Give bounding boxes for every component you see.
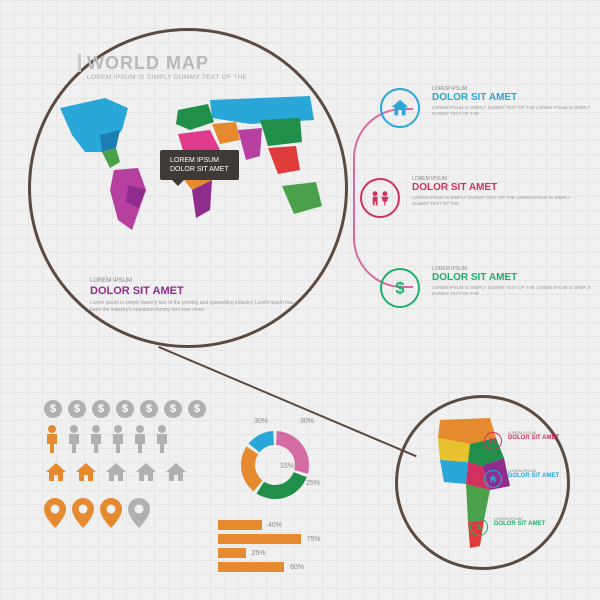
bar-value: 75% xyxy=(307,536,321,543)
svg-text:$: $ xyxy=(477,523,482,532)
house-icon xyxy=(164,460,188,484)
mini-callout-people: LOREM IPSUM DOLOR SIT AMET xyxy=(508,430,559,441)
pin-icon xyxy=(128,498,150,528)
mini-callout-dollar: $ LOREM IPSUM DOLOR SIT AMET xyxy=(494,516,545,527)
bar-value: 40% xyxy=(268,522,282,529)
dollar-icon: $ xyxy=(164,400,182,418)
donut-label: 15% xyxy=(280,463,294,470)
donut-label: 30% xyxy=(254,418,268,425)
house-icon xyxy=(104,460,128,484)
bar xyxy=(218,562,284,572)
person-icon xyxy=(66,425,82,453)
mini-head: DOLOR SIT AMET xyxy=(508,435,559,441)
house-icon xyxy=(134,460,158,484)
bar-row: 40% xyxy=(218,520,368,530)
page-title: WORLD MAP xyxy=(78,54,247,72)
dollar-icon: $ xyxy=(92,400,110,418)
dollar-icon: $ xyxy=(380,268,420,308)
feature-head: DOLOR SIT AMET xyxy=(412,182,577,193)
bar xyxy=(218,534,301,544)
pin-icon xyxy=(44,498,66,528)
dollar-icon: $ xyxy=(470,518,488,536)
dollar-icon: $ xyxy=(44,400,62,418)
bar-row: 60% xyxy=(218,562,368,572)
person-icon xyxy=(44,425,60,453)
pin-icon xyxy=(72,498,94,528)
house-icon xyxy=(380,88,420,128)
tooltip-line1: LOREM IPSUM xyxy=(170,156,229,165)
person-icon xyxy=(132,425,148,453)
tooltip-line2: DOLOR SIT AMET xyxy=(170,165,229,174)
house-icon xyxy=(74,460,98,484)
svg-text:$: $ xyxy=(395,280,404,298)
mini-head: DOLOR SIT AMET xyxy=(494,521,545,527)
bar-row: 75% xyxy=(218,534,368,544)
people-icon xyxy=(484,432,502,450)
feature-body: LOREM IPSUM IS SIMPLY DUMMY TEXT OF THE … xyxy=(432,105,597,117)
house-icon xyxy=(44,460,68,484)
bar-value: 60% xyxy=(290,564,304,571)
map-tooltip: LOREM IPSUM DOLOR SIT AMET xyxy=(160,150,239,180)
house-row xyxy=(44,460,188,484)
dollar-icon: $ xyxy=(68,400,86,418)
feature-head: DOLOR SIT AMET xyxy=(432,272,597,283)
bar-chart: 40% 75% 25% 60% xyxy=(218,520,368,576)
coin-row: $ $ $ $ $ $ $ xyxy=(44,400,206,418)
caption-head: DOLOR SIT AMET xyxy=(90,285,300,297)
donut-label: 25% xyxy=(306,480,320,487)
people-row xyxy=(44,425,170,453)
mini-head: DOLOR SIT AMET xyxy=(508,473,559,479)
feature-body: LOREM IPSUM IS SIMPLY DUMMY TEXT OF THE … xyxy=(412,195,577,207)
person-icon xyxy=(154,425,170,453)
bar-value: 25% xyxy=(252,550,266,557)
map-caption: LOREM IPSUM DOLOR SIT AMET Lorem ipsum i… xyxy=(90,278,300,314)
bar xyxy=(218,548,246,558)
donut-label: 30% xyxy=(300,418,314,425)
page-subtitle: LOREM IPSUM IS SIMPLY DUMMY TEXT OF THE xyxy=(78,74,247,81)
dollar-icon: $ xyxy=(188,400,206,418)
pin-row xyxy=(44,498,150,528)
house-icon xyxy=(484,470,502,488)
people-icon xyxy=(360,178,400,218)
title-block: WORLD MAP LOREM IPSUM IS SIMPLY DUMMY TE… xyxy=(78,54,247,81)
dollar-icon: $ xyxy=(140,400,158,418)
feature-head: DOLOR SIT AMET xyxy=(432,92,597,103)
feature-body: LOREM IPSUM IS SIMPLY DUMMY TEXT OF THE … xyxy=(432,285,597,297)
mini-callout-house: LOREM IPSUM DOLOR SIT AMET xyxy=(508,468,559,479)
donut-chart xyxy=(230,420,320,510)
bar-row: 25% xyxy=(218,548,368,558)
caption-body: Lorem ipsum is simply dummy text of the … xyxy=(90,300,300,314)
caption-pre: LOREM IPSUM xyxy=(90,278,300,284)
person-icon xyxy=(110,425,126,453)
bar xyxy=(218,520,262,530)
person-icon xyxy=(88,425,104,453)
pin-icon xyxy=(100,498,122,528)
dollar-icon: $ xyxy=(116,400,134,418)
